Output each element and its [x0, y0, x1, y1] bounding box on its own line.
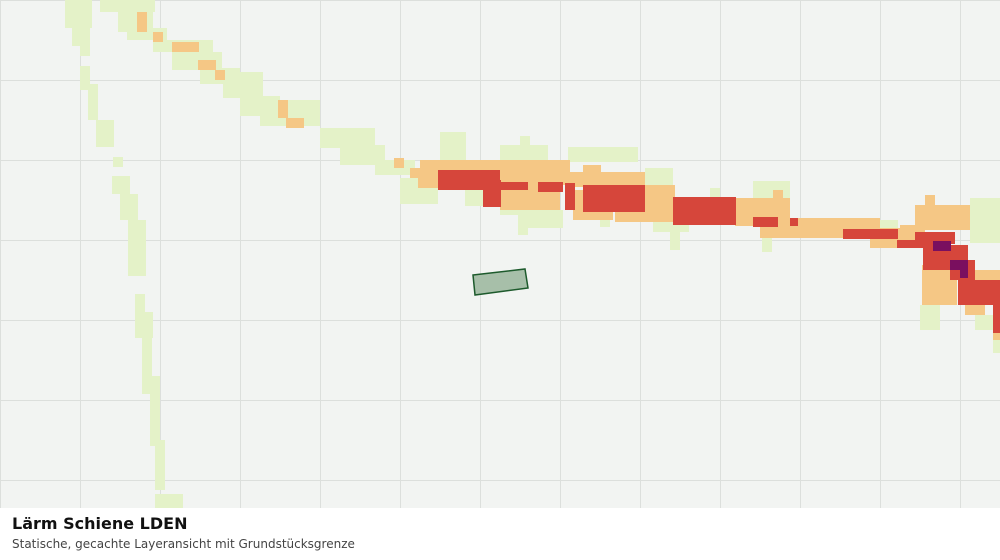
noise-zone-low — [645, 168, 673, 186]
noise-zone-low — [710, 188, 720, 198]
noise-zone-low — [518, 215, 528, 235]
noise-zone-medium — [153, 32, 163, 42]
noise-zone-high — [565, 183, 575, 210]
noise-zone-high — [958, 280, 1000, 305]
noise-zone-low — [993, 335, 1000, 353]
map-title: Lärm Schiene LDEN — [12, 514, 188, 533]
noise-zone-low — [223, 72, 263, 98]
noise-zone-high — [753, 217, 778, 227]
noise-zone-high — [843, 229, 898, 239]
noise-zone-very-high — [950, 260, 968, 270]
noise-zone-low — [520, 136, 530, 146]
noise-zone-medium — [215, 70, 225, 80]
noise-zone-medium — [760, 226, 840, 238]
noise-zone-medium — [418, 178, 438, 188]
noise-zone-low — [600, 215, 610, 227]
noise-zone-low — [568, 147, 638, 162]
map-subtitle: Statische, gecachte Layeransicht mit Gru… — [12, 537, 355, 551]
noise-zone-medium — [198, 60, 216, 70]
noise-zone-low — [465, 188, 483, 206]
noise-zone-low — [135, 312, 153, 338]
noise-zone-high — [500, 182, 528, 190]
noise-zone-medium — [286, 118, 304, 128]
noise-zone-high — [583, 185, 645, 212]
noise-zone-medium — [394, 158, 404, 168]
noise-zone-low — [120, 194, 138, 220]
noise-zone-low — [100, 0, 155, 12]
noise-zone-medium — [583, 165, 601, 175]
noise-zone-low — [440, 132, 466, 160]
grid — [0, 0, 1000, 508]
noise-zone-low — [340, 145, 385, 165]
noise-zone-very-high — [960, 265, 968, 278]
map — [0, 0, 1000, 508]
noise-zone-low — [72, 28, 90, 46]
noise-zone-medium — [137, 12, 147, 32]
noise-zone-low — [920, 305, 940, 330]
noise-zone-medium — [172, 42, 199, 52]
noise-zone-low — [142, 376, 160, 394]
noise-zone-medium — [773, 190, 783, 200]
noise-zone-low — [142, 338, 152, 376]
noise-zone-medium — [925, 195, 935, 205]
noise-zone-low — [500, 145, 548, 163]
noise-zone-low — [155, 440, 165, 490]
noise-zone-low — [88, 84, 98, 120]
noise-zone-high — [483, 180, 501, 207]
noise-zone-low — [150, 394, 160, 446]
noise-zone-low — [80, 46, 90, 56]
noise-zone-high — [673, 197, 736, 225]
noise-zone-high — [538, 182, 563, 192]
noise-zone-low — [112, 176, 130, 194]
noise-zone-low — [970, 198, 1000, 243]
noise-zone-low — [525, 210, 563, 228]
noise-zone-low — [65, 0, 92, 28]
noise-zone-very-high — [933, 241, 951, 251]
noise-zone-low — [96, 120, 114, 147]
footer: Lärm Schiene LDEN Statische, gecachte La… — [0, 508, 1000, 560]
noise-zone-low — [135, 294, 145, 312]
noise-layer — [65, 0, 1000, 508]
noise-zone-low — [128, 220, 146, 276]
noise-zone-low — [880, 220, 898, 230]
noise-zone-low — [113, 157, 123, 167]
noise-zone-low — [762, 232, 772, 252]
noise-zone-low — [155, 494, 183, 508]
noise-zone-high — [993, 305, 1000, 333]
noise-zone-high — [790, 218, 798, 226]
noise-zone-low — [320, 128, 375, 148]
noise-zone-low — [670, 230, 680, 250]
noise-zone-medium — [278, 100, 288, 118]
noise-zone-medium — [565, 172, 645, 187]
parcel-boundary — [472, 268, 529, 296]
noise-zone-low — [975, 315, 995, 330]
noise-zone-low — [80, 66, 90, 90]
noise-zone-medium — [975, 270, 1000, 280]
map-background — [0, 0, 1000, 508]
noise-zone-medium — [615, 210, 675, 222]
